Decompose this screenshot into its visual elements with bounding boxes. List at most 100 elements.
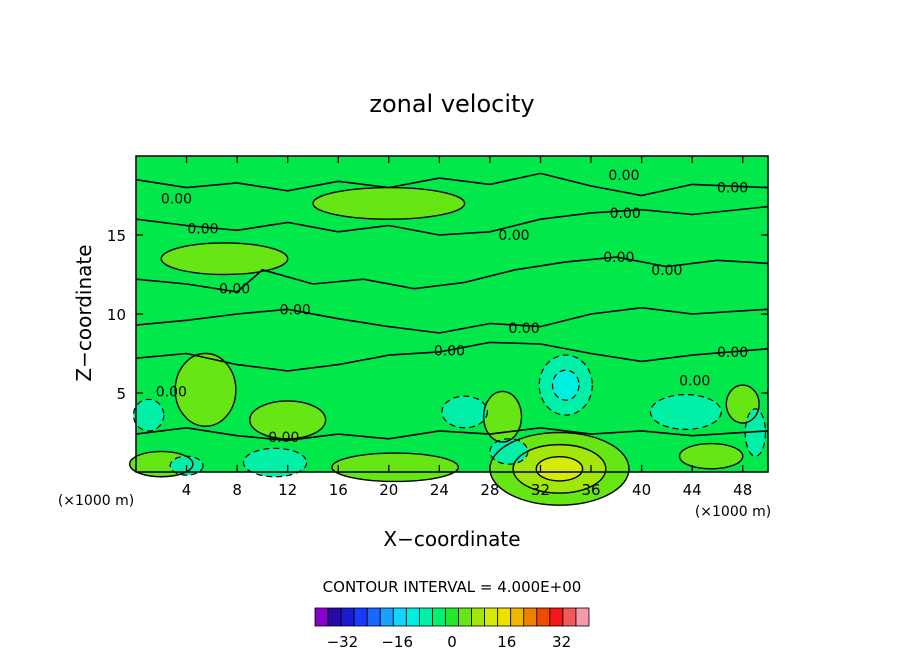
colorbar-tick-label-1: −16 (381, 633, 413, 651)
colorbar-swatch-14 (497, 607, 512, 627)
contour-line-11-1 (649, 393, 722, 430)
contour-label-8: 0.00 (508, 321, 539, 337)
contour-line-2-1 (249, 400, 327, 440)
colorbar-swatch-6 (392, 607, 407, 627)
z-tick-label-1: 10 (107, 306, 126, 324)
zero-contour-1 (135, 205, 769, 236)
colorbar-swatch-1 (327, 607, 342, 627)
contour-line-0-2 (512, 443, 607, 494)
colorbar-swatch-11 (458, 607, 472, 627)
contour-label-3: 0.00 (280, 302, 311, 318)
contour-band-0-3 (536, 456, 583, 481)
colorbar-swatch-2 (340, 607, 355, 627)
x-tick-label-8: 36 (581, 481, 600, 499)
colorbar-swatch-12 (471, 607, 486, 627)
x-tick-label-3: 16 (329, 481, 348, 499)
contour-line-0-3 (535, 456, 584, 482)
contour-line-14-1 (441, 395, 488, 429)
x-axis-label: X−coordinate (383, 527, 520, 551)
contour-band-4-1 (331, 453, 459, 482)
z-tick-label-0: 5 (116, 385, 126, 403)
contour-interval-label: CONTOUR INTERVAL = 4.000E+00 (323, 578, 582, 596)
contour-line-10-1 (538, 354, 593, 416)
contour-band-15-1 (133, 399, 164, 431)
contour-line-1-1 (174, 352, 237, 427)
colorbar-swatch-19 (562, 607, 577, 627)
contour-line-3-1 (482, 390, 523, 443)
contour-band-3-1 (483, 391, 522, 442)
contour-label-0: 0.00 (161, 192, 192, 208)
contour-label-9: 0.00 (608, 168, 639, 184)
colorbar-swatch-7 (405, 607, 420, 627)
contour-band-1-1 (175, 353, 236, 427)
colorbar-swatch-13 (484, 607, 499, 627)
x-tick-label-10: 44 (683, 481, 702, 499)
contour-label-7: 0.00 (498, 228, 529, 244)
contour-line-6-1 (725, 384, 760, 424)
colorbar-swatch-16 (523, 607, 538, 627)
colorbar-swatch-3 (353, 607, 368, 627)
contour-label-11: 0.00 (603, 250, 634, 266)
colorbar-swatch-0 (314, 607, 329, 627)
colorbar-swatch-20 (575, 607, 590, 627)
contour-label-5: 0.00 (268, 430, 299, 446)
contour-label-15: 0.00 (679, 373, 710, 389)
zero-contour-0 (135, 172, 769, 197)
x-unit-label-right: (×1000 m) (695, 504, 771, 520)
contour-band-12-1 (243, 448, 307, 477)
colorbar-tick-label-4: 32 (552, 633, 571, 651)
plot-area: 0.00 0.00 0.00 0.00 0.00 0.00 0.00 0.00 0.00 0.00… (128, 155, 769, 506)
colorbar-swatch-10 (445, 607, 459, 627)
contour-label-2: 0.00 (219, 282, 250, 298)
contour-band-11-1 (650, 394, 722, 430)
colorbar-swatch-8 (418, 607, 433, 627)
zero-contour-2 (135, 256, 769, 293)
x-tick-label-5: 24 (430, 481, 449, 499)
zero-contour-3 (135, 306, 769, 334)
contour-label-14: 0.00 (717, 345, 748, 361)
contour-line-7-1 (128, 450, 194, 478)
zero-contour-4 (135, 341, 769, 372)
contour-label-4: 0.00 (156, 384, 187, 400)
x-tick-label-11: 48 (733, 481, 752, 499)
contour-line-13-1 (169, 455, 204, 476)
contour-band-5-1 (679, 443, 743, 469)
colorbar-swatch-5 (379, 607, 394, 627)
contour-line-8-1 (160, 242, 289, 276)
x-tick-label-0: 4 (182, 481, 192, 499)
contour-band-10-2 (552, 370, 580, 401)
chart-title: zonal velocity (369, 90, 534, 118)
contour-label-1: 0.00 (187, 222, 218, 238)
x-unit-label-left: (×1000 m) (58, 493, 134, 509)
z-tick-label-2: 15 (107, 227, 126, 245)
contour-line-5-1 (678, 442, 744, 470)
zero-contour-5 (135, 426, 769, 442)
colorbar-swatch-9 (432, 607, 446, 627)
contour-line-12-1 (242, 447, 308, 478)
z-axis-label: Z−coordinate (72, 244, 96, 381)
contour-line-4-1 (331, 452, 460, 483)
colorbar-tick-label-2: 0 (447, 633, 457, 651)
contour-line-16-1 (489, 438, 529, 465)
contour-label-13: 0.00 (717, 181, 748, 197)
colorbar (314, 607, 590, 627)
colorbar-swatch-18 (549, 607, 564, 627)
contour-band-9-1 (312, 187, 465, 220)
colorbar-tick-label-0: −32 (327, 633, 359, 651)
x-tick-label-1: 8 (232, 481, 242, 499)
colorbar-swatch-15 (510, 607, 525, 627)
contour-line-15-1 (132, 398, 165, 432)
colorbar-swatch-4 (366, 607, 381, 627)
contour-label-10: 0.00 (610, 206, 641, 222)
contour-band-14-1 (441, 396, 488, 428)
x-tick-label-4: 20 (379, 481, 398, 499)
x-tick-label-9: 40 (632, 481, 651, 499)
contour-band-2-1 (249, 400, 326, 439)
colorbar-swatch-17 (536, 607, 551, 627)
contour-label-12: 0.00 (651, 263, 682, 279)
x-tick-label-6: 28 (480, 481, 499, 499)
colorbar-tick-label-3: 16 (497, 633, 516, 651)
contour-label-6: 0.00 (434, 343, 465, 359)
contour-line-10-2 (551, 369, 580, 401)
